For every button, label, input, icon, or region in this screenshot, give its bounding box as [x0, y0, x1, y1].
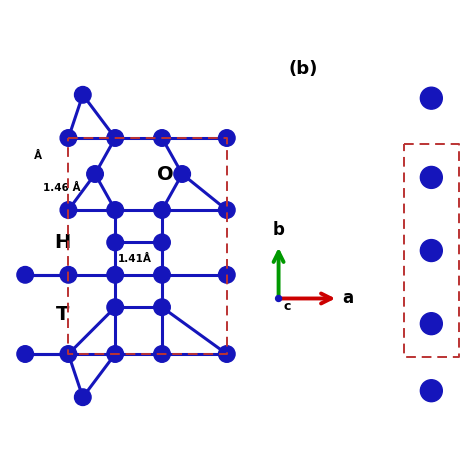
Text: 1.41Å: 1.41Å — [118, 254, 151, 264]
Circle shape — [420, 166, 442, 188]
Circle shape — [60, 346, 77, 362]
Circle shape — [420, 313, 442, 335]
Circle shape — [60, 266, 77, 283]
Circle shape — [219, 266, 235, 283]
Text: (b): (b) — [289, 60, 318, 78]
Text: a: a — [343, 290, 354, 308]
Circle shape — [219, 130, 235, 146]
Circle shape — [420, 239, 442, 262]
Circle shape — [174, 166, 191, 182]
Circle shape — [74, 389, 91, 405]
Circle shape — [219, 202, 235, 219]
Circle shape — [17, 346, 34, 362]
Circle shape — [60, 202, 77, 219]
Circle shape — [154, 202, 170, 219]
Text: Å: Å — [34, 151, 42, 161]
Text: O: O — [157, 164, 174, 183]
Circle shape — [107, 202, 124, 219]
Circle shape — [219, 346, 235, 362]
Circle shape — [154, 299, 170, 316]
Circle shape — [107, 266, 124, 283]
Circle shape — [154, 234, 170, 251]
Circle shape — [107, 130, 124, 146]
Circle shape — [17, 266, 34, 283]
Circle shape — [74, 87, 91, 103]
Circle shape — [107, 346, 124, 362]
Circle shape — [87, 166, 103, 182]
Circle shape — [107, 299, 124, 316]
Circle shape — [154, 346, 170, 362]
Text: T: T — [56, 305, 69, 324]
Circle shape — [154, 266, 170, 283]
Text: 1.46 Å: 1.46 Å — [43, 183, 81, 193]
Circle shape — [107, 234, 124, 251]
Circle shape — [420, 380, 442, 401]
Text: c: c — [284, 300, 292, 313]
Circle shape — [275, 295, 282, 301]
Circle shape — [154, 130, 170, 146]
Circle shape — [60, 130, 77, 146]
Circle shape — [420, 87, 442, 109]
Text: b: b — [273, 221, 284, 239]
Text: H: H — [55, 233, 71, 252]
